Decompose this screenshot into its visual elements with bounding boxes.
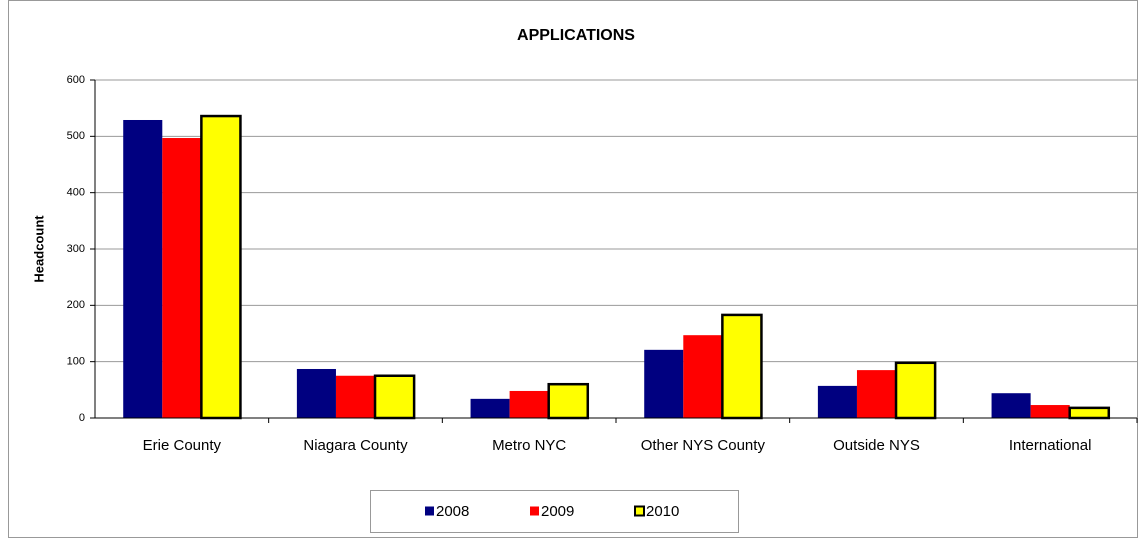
legend-swatch — [425, 506, 434, 516]
legend-label: 2010 — [646, 503, 679, 520]
y-tick-label: 100 — [67, 356, 85, 368]
x-tick-label: Outside NYS — [833, 437, 920, 454]
bar — [721, 313, 763, 420]
y-tick-label: 500 — [67, 130, 85, 142]
bar — [1030, 405, 1070, 418]
bar — [509, 390, 549, 418]
legend-label: 2009 — [541, 503, 574, 520]
bar — [547, 382, 590, 420]
bar — [991, 393, 1031, 418]
legend-swatch — [530, 506, 539, 516]
y-tick-label: 300 — [67, 243, 85, 255]
bar — [123, 119, 163, 418]
bar — [1068, 406, 1111, 420]
bar — [470, 398, 510, 418]
bar — [296, 368, 336, 418]
bar — [683, 335, 723, 418]
legend-label: 2008 — [436, 503, 469, 520]
bar — [894, 361, 937, 420]
bar — [373, 374, 416, 420]
chart-title: APPLICATIONS — [517, 27, 635, 44]
bar — [200, 114, 242, 420]
bar — [856, 370, 897, 418]
bar — [335, 375, 376, 418]
x-tick-label: Metro NYC — [492, 437, 566, 454]
x-tick-label: Erie County — [143, 437, 222, 454]
y-tick-label: 600 — [67, 74, 85, 86]
y-tick-label: 0 — [79, 412, 85, 424]
x-tick-label: Niagara County — [303, 437, 408, 454]
y-axis-label: Headcount — [31, 215, 46, 283]
x-tick-label: International — [1009, 437, 1092, 454]
y-tick-label: 400 — [67, 187, 85, 199]
bar — [644, 349, 684, 418]
bar — [162, 138, 202, 419]
bar — [817, 385, 857, 418]
x-tick-label: Other NYS County — [641, 437, 766, 454]
legend-swatch — [634, 505, 645, 517]
y-tick-label: 200 — [67, 299, 85, 311]
